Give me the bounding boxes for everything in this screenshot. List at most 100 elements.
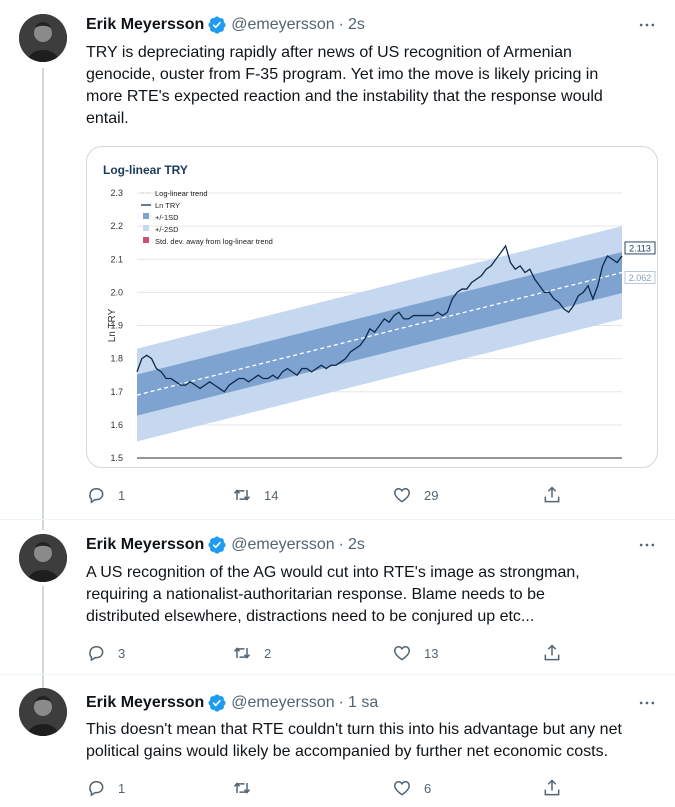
like-button[interactable]: 6 bbox=[392, 777, 431, 799]
retweet-icon bbox=[233, 647, 251, 659]
avatar-photo bbox=[19, 688, 67, 736]
y-tick-label: 2.2 bbox=[110, 221, 123, 231]
reply-count: 3 bbox=[118, 645, 126, 661]
y-tick-label: 2.3 bbox=[110, 188, 123, 198]
more-options-button[interactable] bbox=[632, 534, 662, 556]
avatar[interactable] bbox=[19, 14, 67, 62]
thread-line bbox=[42, 586, 44, 688]
more-options-button[interactable] bbox=[632, 692, 662, 714]
separator-dot: · bbox=[338, 536, 344, 553]
author-handle[interactable]: @emeyersson bbox=[231, 694, 335, 711]
like-count: 13 bbox=[424, 645, 439, 661]
separator-dot: · bbox=[338, 694, 344, 711]
more-icon bbox=[639, 23, 655, 27]
like-button[interactable]: 13 bbox=[392, 642, 438, 664]
like-count: 29 bbox=[424, 487, 439, 503]
share-icon bbox=[544, 486, 560, 503]
like-button[interactable]: 29 bbox=[392, 484, 438, 506]
retweet-icon bbox=[233, 782, 251, 794]
legend-entry: Log-linear trend bbox=[155, 189, 208, 198]
verified-badge-icon bbox=[208, 694, 226, 712]
tweet-text: This doesn't mean that RTE couldn't turn… bbox=[86, 719, 661, 763]
y-tick-label: 1.8 bbox=[110, 354, 123, 364]
share-button[interactable] bbox=[542, 642, 562, 664]
tweet-text: TRY is depreciating rapidly after news o… bbox=[86, 42, 661, 130]
timestamp[interactable]: 2s bbox=[348, 16, 365, 33]
author-name[interactable]: Erik Meyersson bbox=[86, 694, 205, 711]
y-tick-label: 1.9 bbox=[110, 321, 123, 331]
y-axis-label: Ln TRY bbox=[107, 308, 118, 342]
reply-button[interactable]: 3 bbox=[86, 642, 125, 664]
end-label: 2.113 bbox=[629, 243, 651, 253]
share-icon bbox=[544, 644, 560, 661]
tweet-text-line: political gains would likely be accompan… bbox=[86, 743, 609, 760]
retweet-icon bbox=[233, 489, 251, 501]
series-line-ln-try bbox=[136, 244, 623, 393]
more-options-button[interactable] bbox=[632, 14, 662, 36]
like-icon bbox=[394, 487, 410, 503]
legend-swatch bbox=[143, 225, 149, 231]
avatar[interactable] bbox=[19, 534, 67, 582]
tweet-text-line: A US recognition of the AG would cut int… bbox=[86, 564, 580, 581]
timestamp[interactable]: 1 sa bbox=[348, 694, 379, 711]
end-label-box bbox=[624, 271, 656, 284]
reply-count: 1 bbox=[118, 780, 126, 796]
avatar[interactable] bbox=[19, 688, 67, 736]
like-icon bbox=[394, 645, 410, 661]
tweet[interactable]: Erik Meyersson @emeyersson · 1 sa This d… bbox=[0, 674, 675, 807]
legend-swatch bbox=[143, 213, 149, 219]
y-tick-label: 1.5 bbox=[110, 453, 123, 463]
author-handle[interactable]: @emeyersson bbox=[231, 16, 335, 33]
legend-entry: Ln TRY bbox=[155, 201, 180, 210]
y-tick-label: 1.7 bbox=[110, 387, 123, 397]
retweet-button[interactable]: 2 bbox=[232, 642, 271, 664]
more-icon bbox=[639, 543, 655, 547]
verified-badge-icon bbox=[208, 536, 226, 554]
trend-line bbox=[136, 271, 623, 396]
legend-entry: Std. dev. away from log-linear trend bbox=[155, 237, 273, 246]
y-tick-label: 2.1 bbox=[110, 254, 123, 264]
author-name[interactable]: Erik Meyersson bbox=[86, 16, 205, 33]
reply-icon bbox=[89, 781, 104, 797]
tweet-text-line: distributed elsewhere, distractions need… bbox=[86, 608, 535, 625]
tweet-text-line: requiring a nationalist-authoritarian re… bbox=[86, 586, 545, 603]
tweet-text-line: more RTE's expected reaction and the ins… bbox=[86, 88, 603, 105]
reply-button[interactable]: 1 bbox=[86, 484, 125, 506]
author-name[interactable]: Erik Meyersson bbox=[86, 536, 205, 553]
retweet-button[interactable] bbox=[232, 777, 264, 799]
y-tick-label: 1.6 bbox=[110, 420, 123, 430]
reply-icon bbox=[89, 488, 104, 504]
tweet-text-line: entail. bbox=[86, 110, 129, 127]
media-chart-card[interactable]: Log-linear TRY 1.5 1.6 1.7 1.8 1.9 2.0 2.1 2.2 2… bbox=[86, 146, 658, 468]
author-handle[interactable]: @emeyersson bbox=[231, 536, 335, 553]
retweet-count: 2 bbox=[264, 645, 272, 661]
retweet-button[interactable]: 14 bbox=[232, 484, 278, 506]
tweet-divider bbox=[0, 519, 675, 520]
y-tick-label: 2.0 bbox=[110, 287, 123, 297]
more-icon bbox=[639, 701, 655, 705]
tweet[interactable]: Erik Meyersson @emeyersson · 2s TRY is d… bbox=[0, 0, 675, 515]
timestamp[interactable]: 2s bbox=[348, 536, 365, 553]
share-button[interactable] bbox=[542, 777, 562, 799]
verified-badge-icon bbox=[208, 16, 226, 34]
tweet-text: A US recognition of the AG would cut int… bbox=[86, 562, 661, 628]
chart-title: Log-linear TRY bbox=[103, 163, 188, 177]
tweet[interactable]: Erik Meyersson @emeyersson · 2s A US rec… bbox=[0, 520, 675, 675]
tweet-text-line: genocide, ouster from F-35 program. Yet … bbox=[86, 66, 599, 83]
tweet-text-line: This doesn't mean that RTE couldn't turn… bbox=[86, 721, 622, 738]
avatar-photo bbox=[19, 14, 67, 62]
avatar-photo bbox=[19, 534, 67, 582]
legend-entry: +/-1SD bbox=[155, 213, 179, 222]
end-label-box bbox=[624, 241, 656, 255]
thread-line bbox=[42, 68, 44, 530]
like-count: 6 bbox=[424, 780, 432, 796]
share-icon bbox=[544, 779, 560, 796]
end-label: 2.062 bbox=[629, 273, 652, 283]
retweet-count: 14 bbox=[264, 487, 279, 503]
line-chart: 1.5 1.6 1.7 1.8 1.9 2.0 2.1 2.2 2.3 Ln TRY 2.113 2.… bbox=[107, 188, 656, 463]
legend-swatch bbox=[143, 237, 149, 243]
share-button[interactable] bbox=[542, 484, 562, 506]
like-icon bbox=[394, 780, 410, 796]
reply-icon bbox=[89, 646, 104, 662]
reply-button[interactable]: 1 bbox=[86, 777, 125, 799]
